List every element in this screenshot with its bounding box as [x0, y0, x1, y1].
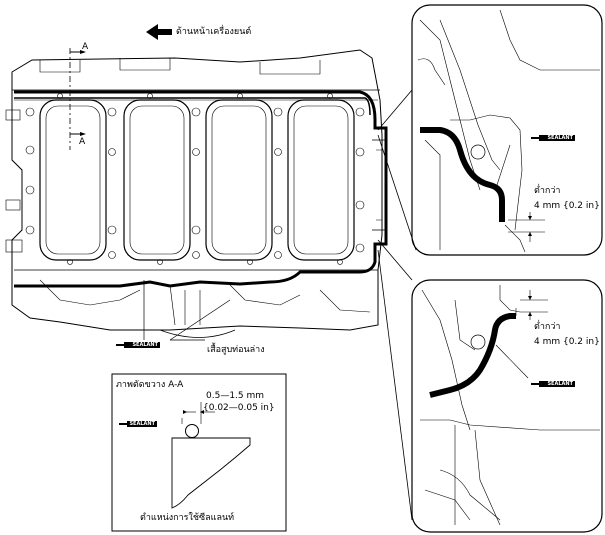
- front-direction-arrow-icon: [146, 24, 172, 40]
- cylinder-block: [5, 49, 386, 338]
- section-view-title: ภาพตัดขวาง A-A: [116, 380, 184, 390]
- section-caption: ตำแหน่งการใช้ซีลแลนท์: [140, 513, 235, 523]
- section-bead-mm: 0.5—1.5 mm: [206, 391, 265, 401]
- sealant-tube-icon: SEALANT: [119, 421, 157, 427]
- top-dimension: 4 mm {0.2 in}: [534, 201, 600, 211]
- section-marker-top: A: [82, 42, 89, 52]
- sealant-tube-label: SEALANT: [132, 342, 158, 348]
- section-marker-lines: [69, 48, 86, 150]
- sealant-bead-line: [14, 90, 388, 288]
- sealant-tube-label: SEALANT: [129, 421, 155, 427]
- sealant-tube-label: SEALANT: [547, 381, 573, 387]
- bottom-dimension: 4 mm {0.2 in}: [534, 337, 600, 347]
- section-bead-in: {0.02—0.05 in}: [203, 403, 275, 413]
- sealant-tube-icon: SEALANT: [116, 342, 160, 348]
- detail-view-bottom: [411, 279, 603, 533]
- section-marker-bottom: A: [79, 137, 86, 147]
- bottom-limit-label: ต่ำกว่า: [534, 322, 561, 332]
- sealant-tube-label: SEALANT: [547, 135, 573, 141]
- sealant-tube-icon: SEALANT: [531, 381, 575, 387]
- sealant-tube-icon: SEALANT: [531, 135, 575, 141]
- direction-label: ด้านหน้าเครื่องยนต์: [176, 27, 252, 37]
- lower-block-label: เสื้อสูบท่อนล่าง: [207, 345, 265, 355]
- detail-view-top: [411, 4, 603, 256]
- section-view-box: [111, 373, 287, 532]
- top-limit-label: ต่ำกว่า: [534, 186, 561, 196]
